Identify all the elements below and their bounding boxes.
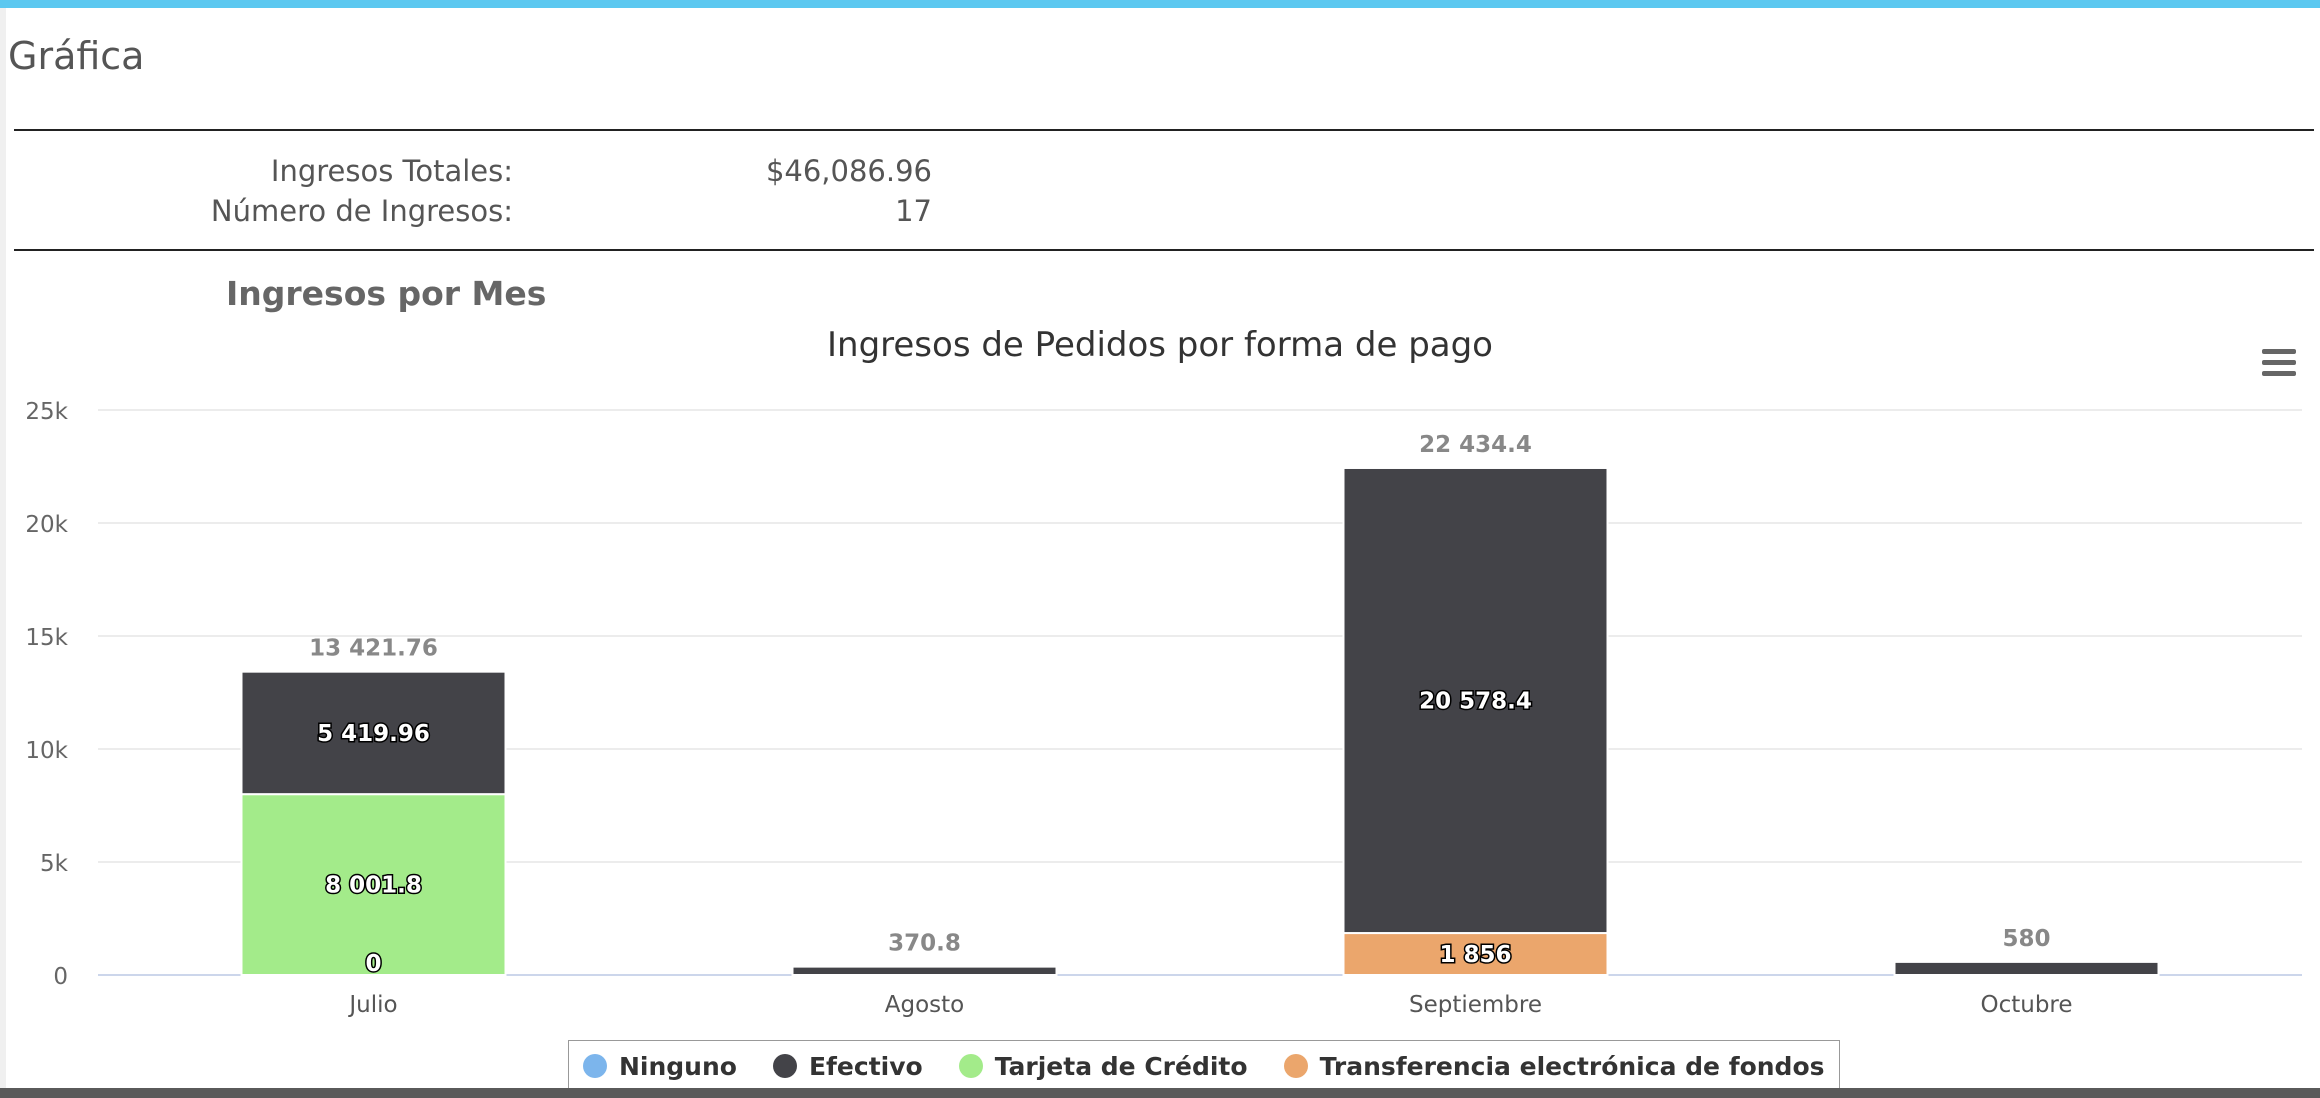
- chart-legend: Ninguno Efectivo Tarjeta de Crédito Transfe…: [568, 1040, 1840, 1092]
- bar-data-label: 0: [365, 951, 381, 977]
- bar-data-label: 5 419.96: [317, 721, 430, 747]
- y-tick-label: 0: [53, 964, 68, 990]
- hamburger-menu-icon-bar: [2262, 371, 2296, 376]
- total-income-label: Ingresos Totales:: [270, 154, 513, 188]
- bar-total-label: 580: [2002, 926, 2050, 952]
- stacked-bar-chart: Ingresos de Pedidos por forma de pago 0 5k…: [25, 325, 2302, 1018]
- page-title: Gráfica: [8, 34, 145, 78]
- section-title: Ingresos por Mes: [226, 274, 547, 313]
- bar-data-label: 20 578.4: [1419, 689, 1532, 715]
- bottom-bar: [0, 1088, 2320, 1098]
- hamburger-menu-icon: [2262, 349, 2296, 354]
- legend-marker: [958, 1054, 983, 1078]
- legend-label: Transferencia electrónica de fondos: [1319, 1051, 1825, 1081]
- bar-segment[interactable]: [1342, 466, 1609, 935]
- legend-item[interactable]: Tarjeta de Crédito: [958, 1051, 1248, 1081]
- legend-item[interactable]: Efectivo: [772, 1051, 923, 1081]
- y-tick-label: 25k: [25, 399, 68, 425]
- y-tick-label: 15k: [25, 625, 68, 651]
- bar-segment[interactable]: [240, 670, 507, 796]
- legend-marker: [1283, 1054, 1308, 1078]
- legend-item[interactable]: Ninguno: [583, 1052, 737, 1081]
- legend-label: Efectivo: [808, 1051, 923, 1081]
- left-edge: [0, 8, 6, 1088]
- x-tick-label: Agosto: [885, 992, 964, 1018]
- chart-menu-button[interactable]: [2260, 346, 2298, 380]
- bar-total-label: 370.8: [888, 931, 961, 957]
- y-tick-label: 20k: [25, 512, 68, 538]
- bar-data-label: 1 856: [1439, 942, 1511, 968]
- divider-top: [14, 129, 2314, 131]
- bar-segment[interactable]: [791, 965, 1058, 977]
- bar-data-label: 8 001.8: [325, 873, 422, 899]
- legend-label: Tarjeta de Crédito: [994, 1051, 1248, 1081]
- legend-label: Ninguno: [619, 1051, 737, 1081]
- legend-marker: [583, 1054, 607, 1078]
- bar-segment[interactable]: [1342, 932, 1609, 976]
- x-tick-label: Julio: [347, 992, 397, 1018]
- bar-total-label: 22 434.4: [1419, 432, 1532, 458]
- y-tick-label: 10k: [25, 738, 68, 764]
- top-accent-bar: [0, 0, 2320, 8]
- income-count-label: Número de Ingresos:: [210, 194, 513, 228]
- hamburger-menu-icon-bar: [2262, 360, 2296, 365]
- legend-item[interactable]: Transferencia electrónica de fondos: [1283, 1051, 1825, 1081]
- chart-title: Ingresos de Pedidos por forma de pago: [827, 325, 1493, 365]
- bar-total-label: 13 421.76: [309, 636, 438, 662]
- income-count-value: 17: [895, 194, 932, 228]
- x-tick-label: Octubre: [1980, 992, 2072, 1018]
- total-income-value: $46,086.96: [765, 154, 932, 188]
- x-tick-label: Septiembre: [1409, 992, 1542, 1018]
- divider-bottom: [14, 249, 2314, 251]
- legend-marker: [772, 1054, 797, 1078]
- bar-segment[interactable]: [1893, 960, 2160, 977]
- y-tick-label: 5k: [40, 851, 69, 877]
